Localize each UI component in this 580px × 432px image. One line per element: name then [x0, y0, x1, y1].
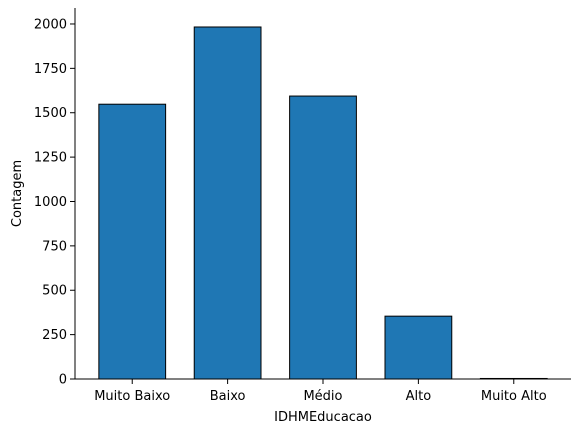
y-axis-ticks: 0 250 500 750 1000 1250 1500 1750 2000 — [34, 17, 75, 388]
y-axis-label: Contagem — [10, 160, 25, 227]
x-tick-label: Médio — [303, 389, 342, 404]
bar-alto — [384, 315, 453, 380]
y-tick-label: 1250 — [34, 151, 67, 166]
x-tick-label: Muito Baixo — [94, 389, 170, 404]
y-tick-label: 2000 — [34, 17, 67, 32]
y-tick-label: 1750 — [34, 62, 67, 77]
y-tick-label: 1000 — [34, 195, 67, 210]
x-tick-label: Baixo — [210, 389, 246, 404]
y-tick-label: 750 — [42, 239, 67, 254]
bar-muito-baixo — [98, 103, 167, 380]
x-axis-label: IDHMEducacao — [274, 410, 372, 425]
y-tick-label: 500 — [42, 284, 67, 299]
bar-m-dio — [289, 95, 357, 380]
y-tick-label: 1500 — [34, 106, 67, 121]
bar-baixo — [193, 26, 262, 380]
x-tick-label: Muito Alto — [481, 389, 547, 404]
x-axis-ticks: Muito Baixo Baixo Médio Alto Muito Alto — [94, 379, 547, 404]
y-tick-label: 0 — [59, 373, 67, 388]
x-tick-label: Alto — [406, 389, 432, 404]
y-tick-label: 250 — [42, 328, 67, 343]
bars-group — [98, 26, 548, 380]
